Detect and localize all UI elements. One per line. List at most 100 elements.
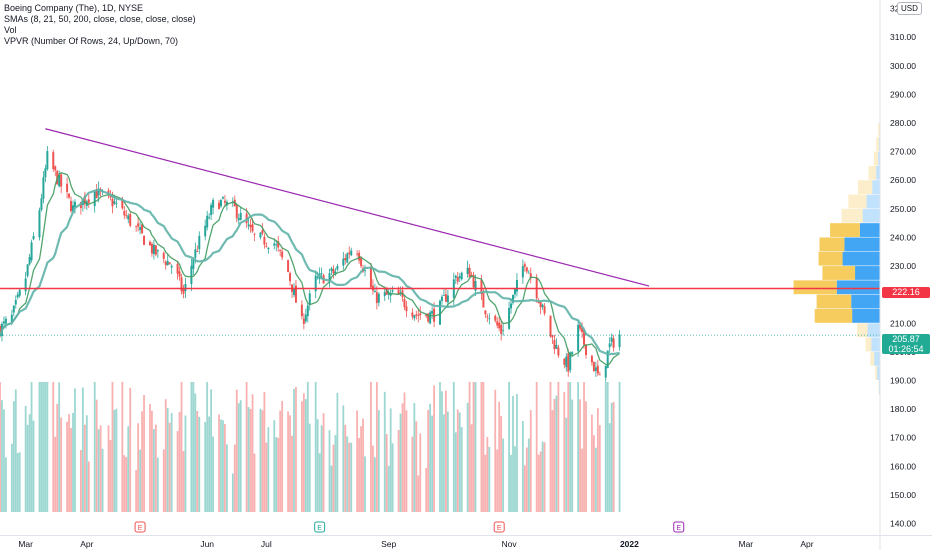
earnings-marker[interactable]: E [134,521,146,533]
candle-body [273,243,276,246]
volume-bar [328,430,331,512]
candle-body [267,247,270,250]
volume-bar [405,410,408,512]
candle-body [42,177,45,199]
volume-bar [275,437,278,512]
legend-title[interactable]: Boeing Company (The), 1D, NYSE [4,3,144,13]
candle-body [40,198,43,210]
candle-body [413,315,416,319]
candle-body [569,352,572,371]
candle-body [125,215,128,217]
volume-bar [81,387,84,512]
volume-bar [295,386,297,512]
candle-body [502,329,505,331]
volume-bar [115,408,118,512]
currency-button[interactable]: USD [897,2,922,15]
candle-body [170,265,173,268]
legend-vol[interactable]: Vol [4,25,17,35]
candle-body [348,252,351,255]
volume-bar [318,453,321,512]
legend-vpvr[interactable]: VPVR (Number Of Rows, 24, Up/Down, 70) [4,36,179,46]
volume-bar [154,424,157,512]
volume-bar [68,414,70,512]
volume-bar [375,382,378,512]
vpvr-up-row [844,237,880,252]
candle-body [523,264,526,267]
candle-body [360,258,363,267]
candle-body [472,274,475,288]
candle-body [166,260,169,266]
volume-bar [322,413,325,512]
volume-bar [291,435,293,512]
volume-bar [314,382,317,512]
volume-bar [192,382,195,512]
volume-bar [334,435,337,512]
volume-bar [302,393,305,512]
candle-body [377,293,380,303]
candle-body [484,310,487,315]
price-tick-label: 310.00 [890,32,916,42]
volume-bar [454,432,457,512]
volume-bar [24,405,27,512]
candle-body [618,334,621,348]
candle-body [369,267,372,288]
volume-bar [143,394,145,512]
candle-body [557,347,560,356]
volume-bar [263,391,266,512]
legend-sma[interactable]: SMAs (8, 21, 50, 200, close, close, clos… [4,14,196,24]
price-tick-label: 270.00 [890,147,916,157]
volume-bar [306,382,309,512]
volume-bar [190,382,193,512]
candle-body [32,235,35,240]
candle-body [135,226,138,227]
vpvr-up-row [836,280,880,295]
candle-body [206,215,209,228]
vpvr-down-row [822,266,856,280]
volume-bar [267,427,270,512]
candle-body [596,365,599,374]
volume-bar [277,437,280,512]
volume-bar [427,409,430,512]
candle-body [458,276,461,279]
candle-body [235,205,238,219]
volume-bar [273,420,276,512]
candle-body [107,190,110,195]
candle-body [164,261,167,266]
time-tick-label: Apr [80,539,93,549]
volume-bar [387,465,390,512]
volume-bar [344,424,347,512]
volume-bar [125,457,128,512]
candle-body [127,215,130,220]
candle-body [383,292,386,297]
volume-bar [109,439,112,512]
volume-bar [370,382,372,512]
volume-bar [446,411,449,512]
candle-body [218,202,221,210]
earnings-marker[interactable]: E [314,521,326,533]
earnings-marker[interactable]: E [673,521,685,533]
volume-bar [70,428,72,512]
volume-bar [212,436,214,512]
volume-bar [85,415,88,512]
candle-body [93,191,96,207]
candle-body [598,374,601,376]
volume-bar [377,410,380,512]
volume-bar [543,442,546,512]
candle-body [515,279,518,292]
volume-bar [218,414,220,512]
volume-bar [579,399,581,512]
earnings-marker[interactable]: E [493,521,505,533]
candle-body [553,340,556,350]
candle-body [549,315,552,337]
volume-bar [569,382,572,512]
volume-bar [287,411,289,512]
candle-body [592,362,595,372]
candle-body [460,272,463,280]
volume-profile [793,123,880,395]
vpvr-up-row [876,165,880,180]
volume-bar [28,414,31,512]
candle-body [571,352,574,355]
candle-body [289,272,292,282]
volume-bar [281,400,284,512]
